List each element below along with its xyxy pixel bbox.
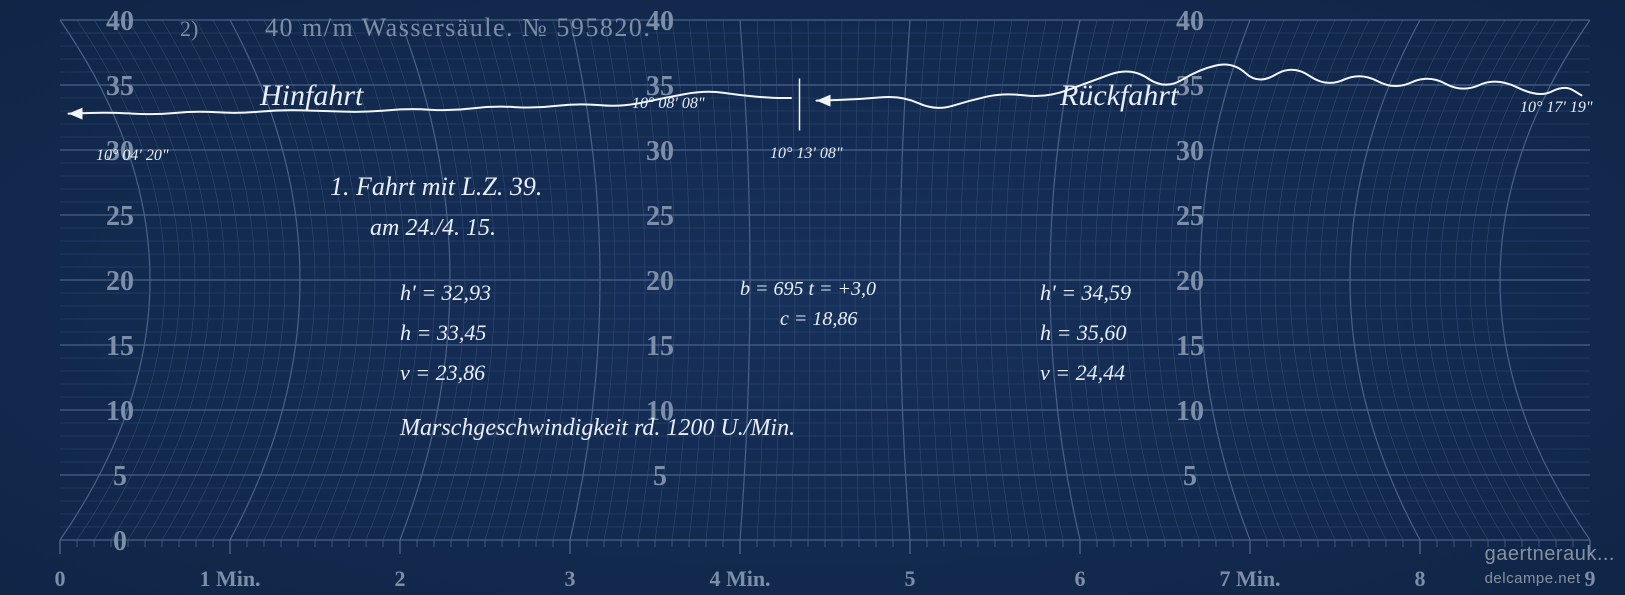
y-axis-label: 15 [106,331,134,362]
annotation-right_h: h = 35,60 [1040,320,1126,345]
y-axis-label: 40 [1176,6,1204,37]
y-axis-label: 30 [1176,136,1204,167]
y-axis-label: 20 [646,266,674,297]
watermark-text: gaertnerauk... delcampe.net [1485,543,1615,589]
y-axis-label: 5 [653,461,667,492]
x-axis-label: 4 Min. [709,566,770,591]
annotation-mid_b: b = 695 t = +3,0 [740,278,876,300]
x-axis-label: 8 [1415,566,1426,591]
y-axis-label: 20 [106,266,134,297]
annotation-left_h1: h' = 32,93 [400,280,491,305]
x-axis-label: 3 [565,566,576,591]
y-axis-label: 5 [113,461,127,492]
timestamp-start_left: 10° 04' 20" [96,147,169,164]
y-axis-label: 35 [106,71,134,102]
y-axis-label: 15 [646,331,674,362]
timestamp-mid_bottom: 10° 13' 08" [770,145,843,162]
y-axis-label: 0 [113,526,127,557]
annotation-right_h1: h' = 34,59 [1040,280,1131,305]
y-axis-label: 25 [106,201,134,232]
barograph-chart: 0510152025303540510152025303540510152025… [0,0,1625,595]
annotation-right_v: v = 24,44 [1040,360,1125,385]
x-axis-label: 7 Min. [1219,566,1280,591]
annotation-flight_line2: am 24./4. 15. [370,215,496,241]
annotation-left_h: h = 33,45 [400,320,486,345]
y-axis-label: 25 [1176,201,1204,232]
page-number: 2) [180,16,198,41]
x-axis-label: 6 [1075,566,1086,591]
annotation-marsch: Marschgeschwindigkeit rd. 1200 U./Min. [399,415,795,441]
x-axis-label: 5 [905,566,916,591]
y-axis-label: 15 [1176,331,1204,362]
y-axis-label: 5 [1183,461,1197,492]
x-axis-label: 2 [395,566,406,591]
y-axis-label: 25 [646,201,674,232]
x-axis-label: 0 [55,566,66,591]
y-axis-label: 30 [646,136,674,167]
y-axis-label: 20 [1176,266,1204,297]
y-axis-label: 40 [106,6,134,37]
chart-header-title: 40 m/m Wassersäule. № 595820. [265,13,651,42]
timestamp-end_right: 10° 17' 19" [1520,99,1593,116]
hinfahrt-label: Hinfahrt [259,79,364,112]
y-axis-label: 10 [106,396,134,427]
chart-svg: 0510152025303540510152025303540510152025… [0,0,1625,595]
annotation-left_v: v = 23,86 [400,360,485,385]
x-axis-label: 1 Min. [199,566,260,591]
annotation-mid_c: c = 18,86 [780,308,857,330]
annotation-flight_line1: 1. Fahrt mit L.Z. 39. [330,172,542,201]
y-axis-label: 10 [1176,396,1204,427]
